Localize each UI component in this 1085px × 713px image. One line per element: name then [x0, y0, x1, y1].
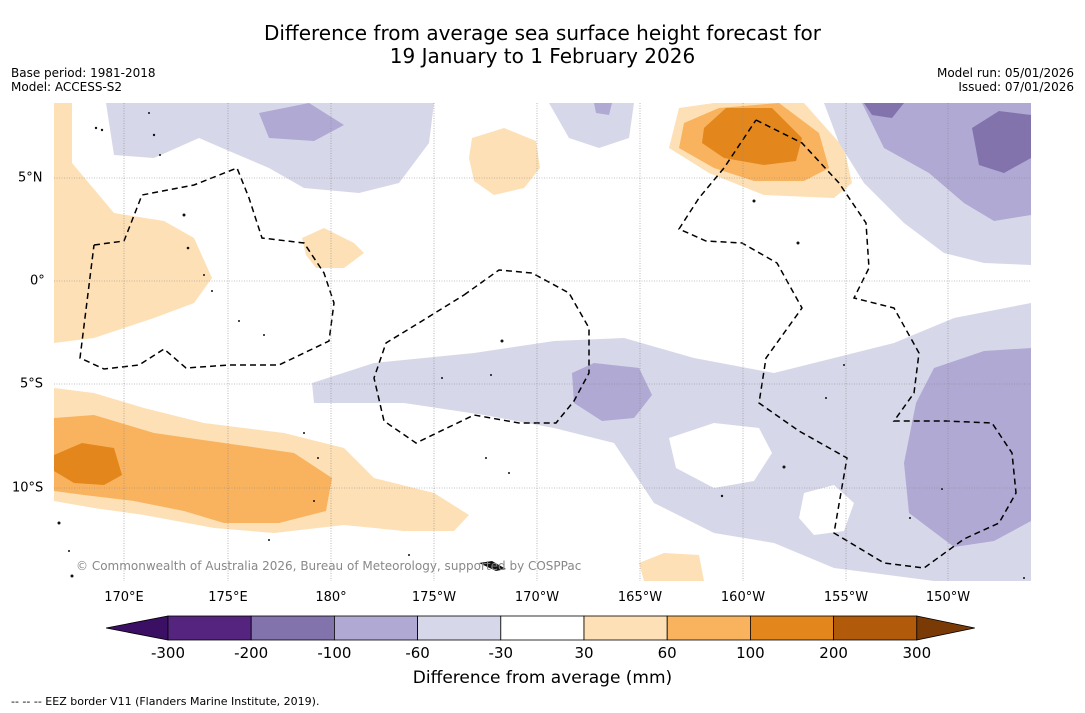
colorbar-tick-label: 200 — [819, 644, 848, 662]
anomaly-positive-blob-b — [302, 228, 364, 268]
islands — [57, 112, 1025, 579]
colorbar-segment — [333, 615, 418, 641]
colorbar-tick-label: 30 — [574, 644, 594, 662]
base-period: Base period: 1981-2018 — [11, 66, 156, 80]
anomaly-minus-60-100-northwest — [259, 103, 344, 141]
longitude-label: 170°W — [514, 590, 560, 605]
title-line-2: 19 January to 1 February 2026 — [389, 44, 696, 68]
colorbar-segment — [583, 615, 668, 641]
colorbar-segment — [750, 615, 835, 641]
anomaly-negative-north — [106, 103, 434, 193]
issued-date: Issued: 07/01/2026 — [958, 80, 1074, 94]
anomaly-60-100-southwest — [54, 415, 332, 523]
anomaly-negative-northeast — [549, 103, 634, 148]
model-name: Model: ACCESS-S2 — [11, 80, 123, 94]
colorbar-tick-label: -30 — [488, 644, 514, 662]
anomaly-minus-60-100-tiny — [594, 103, 612, 115]
longitude-label: 170°E — [104, 590, 144, 605]
anomaly-100-200-northeast — [702, 108, 802, 165]
colorbar-segment — [417, 615, 502, 641]
longitude-label: 165°W — [617, 590, 663, 605]
colorbar-tick-label: -200 — [234, 644, 269, 662]
latitude-label: 0° — [30, 273, 45, 289]
longitude-label: 150°W — [925, 590, 971, 605]
gridlines — [54, 103, 1031, 581]
eez-border-west — [79, 167, 335, 370]
colorbar — [106, 615, 975, 641]
anomaly-minus-100-200-northeast — [972, 111, 1031, 173]
longitude-label: 180° — [315, 590, 347, 605]
colorbar-segment — [833, 615, 918, 641]
eez-legend: -- -- -- EEZ border V11 (Flanders Marine… — [11, 695, 320, 708]
copyright-notice: © Commonwealth of Australia 2026, Bureau… — [76, 559, 582, 573]
colorbar-label: Difference from average (mm) — [412, 668, 673, 688]
anomaly-minus-60-100-central — [572, 363, 652, 421]
colorbar-segment — [250, 615, 335, 641]
colorbar-tick-label: -300 — [150, 644, 186, 662]
colorbar-extend-low — [106, 615, 169, 641]
latitude-label: 5°N — [18, 170, 43, 186]
anomaly-positive-west — [54, 103, 212, 343]
colorbar-tick-label: -100 — [317, 644, 352, 662]
anomaly-neutral-hole-a — [669, 423, 772, 488]
anomaly-minus-100-200-tiny — [864, 103, 904, 118]
model-run: Model run: 05/01/2026 — [936, 66, 1074, 80]
longitude-label: 175°W — [411, 590, 457, 605]
title-line-1: Difference from average sea surface heig… — [263, 21, 822, 45]
longitude-label: 160°W — [720, 590, 766, 605]
colorbar-tick-label: 300 — [902, 644, 932, 662]
colorbar-tick-label: -60 — [405, 644, 430, 662]
longitude-label: 155°W — [823, 590, 869, 605]
colorbar-extend-high — [916, 615, 975, 641]
colorbar-tick-label: 60 — [657, 644, 677, 662]
eez-border-central — [373, 269, 590, 444]
colorbar-segment — [500, 615, 585, 641]
colorbar-segment — [666, 615, 751, 641]
eez-border-east — [677, 119, 1017, 569]
longitude-label: 175°E — [208, 590, 248, 605]
latitude-label: 10°S — [12, 480, 44, 496]
colorbar-segment — [167, 615, 252, 641]
colorbar-tick-label: 100 — [736, 644, 765, 662]
anomaly-positive-blob-c — [639, 553, 704, 581]
meta-left: Base period: 1981-2018 Model: ACCESS-S2 — [11, 66, 156, 94]
latitude-label: 5°S — [20, 376, 44, 392]
anomaly-100-200-southwest — [54, 443, 122, 485]
map-title: Difference from average sea surface heig… — [0, 22, 1085, 68]
map-canvas — [54, 103, 1031, 581]
anomaly-minus-60-100-southeast — [904, 348, 1031, 547]
meta-right: Model run: 05/01/2026 Issued: 07/01/2026 — [937, 66, 1074, 94]
